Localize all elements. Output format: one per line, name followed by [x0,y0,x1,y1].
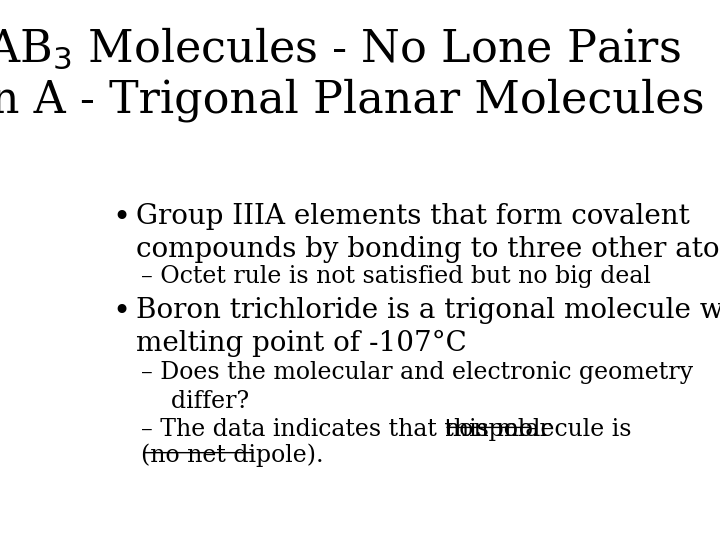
Text: •: • [112,203,130,234]
Text: Group IIIA elements that form covalent
compounds by bonding to three other atoms: Group IIIA elements that form covalent c… [136,203,720,263]
Text: Boron trichloride is a trigonal molecule with a
melting point of -107°C: Boron trichloride is a trigonal molecule… [136,297,720,357]
Text: nonpolar: nonpolar [444,418,551,441]
Text: (no net dipole).: (no net dipole). [141,443,323,467]
Text: – Octet rule is not satisfied but no big deal: – Octet rule is not satisfied but no big… [141,265,651,288]
Text: – The data indicates that this molecule is: – The data indicates that this molecule … [141,418,639,441]
Text: – Does the molecular and electronic geometry
    differ?: – Does the molecular and electronic geom… [141,361,693,413]
Text: •: • [112,297,130,328]
Text: AB$_3$ Molecules - No Lone Pairs
on A - Trigonal Planar Molecules: AB$_3$ Molecules - No Lone Pairs on A - … [0,25,704,121]
